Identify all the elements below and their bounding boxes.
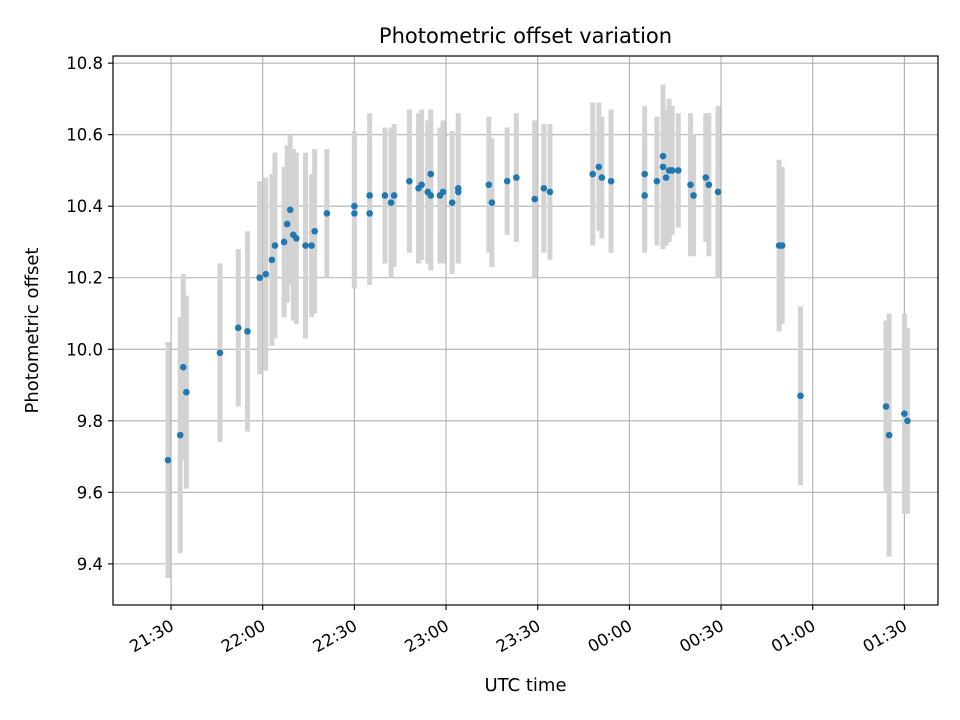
data-point bbox=[366, 210, 373, 217]
data-point bbox=[797, 392, 804, 400]
x-axis-title: UTC time bbox=[484, 675, 566, 696]
data-point bbox=[901, 410, 908, 417]
data-point bbox=[589, 170, 597, 178]
data-point bbox=[323, 210, 331, 217]
data-point bbox=[262, 270, 270, 278]
x-tick-label: 23:30 bbox=[493, 616, 544, 656]
data-point bbox=[448, 199, 456, 206]
x-tick-label: 21:30 bbox=[126, 616, 177, 656]
data-point bbox=[705, 181, 713, 189]
y-tick-label: 9.4 bbox=[77, 555, 103, 574]
data-point bbox=[662, 174, 670, 181]
data-point bbox=[351, 210, 358, 217]
x-tick-label: 22:00 bbox=[218, 616, 269, 656]
data-point bbox=[164, 456, 172, 464]
data-point bbox=[311, 227, 318, 235]
x-tick-label: 00:00 bbox=[585, 616, 636, 656]
data-point bbox=[366, 192, 373, 199]
data-point bbox=[418, 181, 425, 189]
data-point bbox=[595, 163, 603, 171]
data-point bbox=[286, 206, 294, 214]
data-point bbox=[308, 242, 315, 249]
point-layer bbox=[164, 152, 911, 464]
data-point bbox=[546, 188, 554, 196]
x-tick-label: 23:00 bbox=[401, 616, 452, 656]
data-point bbox=[702, 174, 710, 181]
data-point bbox=[778, 242, 786, 249]
x-tick-label: 00:30 bbox=[676, 616, 727, 656]
data-point bbox=[659, 163, 667, 171]
data-point bbox=[641, 170, 648, 178]
data-point bbox=[280, 238, 288, 246]
data-point bbox=[598, 174, 606, 181]
data-point bbox=[503, 177, 511, 185]
data-point bbox=[283, 220, 291, 228]
data-point bbox=[234, 324, 242, 332]
data-point bbox=[179, 363, 187, 371]
data-point bbox=[381, 192, 389, 199]
y-tick-label: 10.2 bbox=[66, 269, 103, 288]
data-point bbox=[427, 192, 435, 199]
y-tick-label: 9.8 bbox=[77, 412, 103, 431]
data-point bbox=[268, 256, 276, 264]
data-point bbox=[302, 242, 309, 249]
data-point bbox=[687, 181, 694, 189]
x-tick-label: 01:00 bbox=[768, 616, 819, 656]
data-point bbox=[176, 431, 184, 439]
data-point bbox=[882, 403, 890, 410]
data-point bbox=[641, 192, 648, 199]
chart-title: Photometric offset variation bbox=[379, 24, 672, 48]
x-tick-label: 01:30 bbox=[860, 616, 911, 656]
data-point bbox=[293, 235, 300, 242]
data-point bbox=[454, 188, 462, 196]
data-point bbox=[183, 388, 190, 396]
data-point bbox=[674, 167, 682, 174]
y-tick-label: 9.6 bbox=[77, 483, 103, 502]
data-point bbox=[531, 195, 538, 203]
y-tick-label: 10.4 bbox=[66, 197, 103, 216]
data-point bbox=[271, 242, 279, 249]
data-point bbox=[904, 417, 911, 425]
data-point bbox=[439, 188, 447, 196]
data-point bbox=[216, 349, 224, 357]
data-point bbox=[406, 177, 413, 185]
data-point bbox=[668, 167, 676, 174]
data-point bbox=[244, 328, 251, 335]
data-point bbox=[690, 192, 697, 199]
data-point bbox=[714, 188, 722, 196]
y-axis-title: Photometric offset bbox=[22, 248, 43, 414]
data-point bbox=[540, 185, 548, 192]
y-tick-label: 10.8 bbox=[66, 54, 103, 73]
data-point bbox=[485, 181, 493, 189]
data-point bbox=[387, 199, 395, 206]
plot-area-frame bbox=[112, 55, 939, 606]
y-tick-label: 10.0 bbox=[66, 340, 103, 359]
data-point bbox=[256, 274, 263, 282]
data-point bbox=[513, 174, 520, 181]
data-point bbox=[607, 177, 615, 185]
data-point bbox=[427, 170, 435, 178]
x-tick-label: 22:30 bbox=[310, 616, 361, 656]
y-tick-label: 10.6 bbox=[66, 126, 103, 145]
data-point bbox=[659, 152, 667, 160]
data-point bbox=[653, 177, 661, 185]
data-point bbox=[488, 199, 496, 206]
data-point bbox=[390, 192, 398, 199]
data-point bbox=[885, 431, 893, 439]
data-point bbox=[351, 202, 358, 210]
